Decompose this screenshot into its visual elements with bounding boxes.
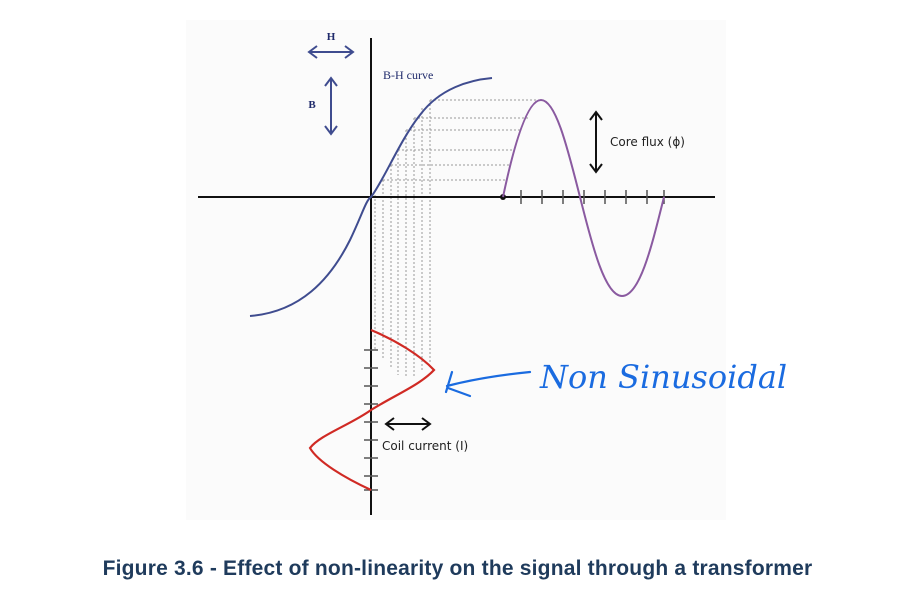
b-arrow-icon [324,76,338,136]
h-label: H [327,31,336,43]
current-axis-ticks [364,349,378,491]
core-flux-label: Core flux (ϕ) [610,135,685,149]
projection-lines-horizontal [383,99,540,181]
handwritten-annotation: Non Sinusoidal [539,358,787,396]
diagram-background [186,20,726,520]
handwritten-arrow-icon [444,370,532,398]
bh-curve [249,77,493,317]
figure-caption: Figure 3.6 - Effect of non-linearity on … [102,557,813,580]
bh-curve-label: B-H curve [383,68,433,82]
flux-axis-ticks [520,190,665,204]
projection-lines-vertical [374,100,431,378]
h-arrow-icon [307,45,355,59]
coil-current-wave [308,328,436,491]
coil-current-arrow-icon [384,417,432,431]
core-flux-arrow-icon [589,110,603,174]
coil-current-label: Coil current (I) [382,439,468,453]
core-flux-wave [502,98,665,298]
b-label: B [308,99,316,111]
